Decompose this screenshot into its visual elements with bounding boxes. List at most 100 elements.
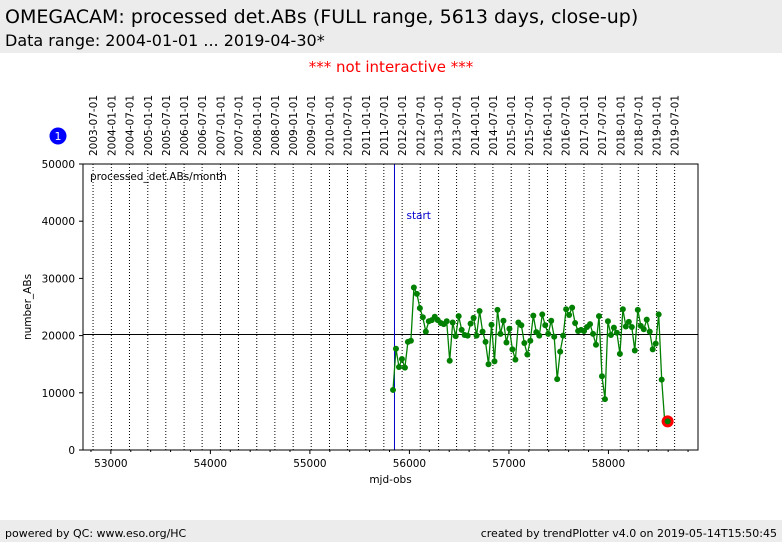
x-tick-label: 53000 [94,458,127,470]
data-point [395,364,402,371]
data-point [655,311,662,318]
date-tick-label: 2011-01-01 [361,95,373,156]
data-point [407,337,414,344]
data-point [521,340,528,347]
data-point [422,328,429,335]
data-point [569,304,576,311]
date-tick-label: 2004-07-01 [124,95,136,156]
date-tick-label: 2006-01-01 [179,95,191,156]
date-tick-label: 2010-01-01 [324,95,336,156]
footer-created-by: created by trendPlotter v4.0 on 2019-05-… [480,527,777,540]
date-tick-label: 2014-01-01 [470,95,482,156]
data-point [455,313,462,320]
data-point [563,306,570,313]
not-interactive-notice: *** not interactive *** [308,58,474,76]
data-point [566,312,573,319]
data-point [554,376,561,383]
date-tick-label: 2016-07-01 [561,95,573,156]
data-point [473,332,480,339]
data-point [518,322,525,329]
data-point [658,376,665,383]
date-tick-label: 2005-07-01 [161,95,173,156]
data-point [616,350,623,357]
highlight-point-center [664,418,671,425]
date-tick-label: 2006-07-01 [197,95,209,156]
data-point [449,319,456,326]
data-point [557,348,564,355]
date-tick-label: 2007-01-01 [215,95,227,156]
data-point [479,328,486,335]
data-point [494,306,501,313]
y-tick-label: 40000 [42,216,75,228]
data-point [545,330,552,337]
date-tick-label: 2014-07-01 [488,95,500,156]
date-tick-label: 2011-07-01 [379,95,391,156]
data-point [416,305,423,312]
data-point [613,329,620,336]
data-point [548,317,555,324]
data-point [607,332,614,339]
x-tick-label: 54000 [194,458,227,470]
start-label: start [406,210,430,222]
date-tick-label: 2003-07-01 [88,95,100,156]
y-tick-label: 30000 [42,273,75,285]
data-point [572,320,579,327]
data-point [542,322,549,329]
date-tick-label: 2007-07-01 [233,95,245,156]
date-tick-label: 2018-07-01 [633,95,645,156]
data-point [601,396,608,403]
y-tick-label: 0 [68,445,75,457]
data-point [512,356,519,363]
data-point [470,314,477,321]
data-point [530,312,537,319]
data-point [488,321,495,328]
data-point [628,324,635,331]
data-point [527,337,534,344]
footer-powered-by: powered by QC: www.eso.org/HC [5,527,187,540]
data-point [590,330,597,337]
data-point [551,333,558,340]
data-point [506,325,513,332]
data-point [652,340,659,347]
date-tick-label: 2019-01-01 [652,95,664,156]
x-tick-label: 58000 [592,458,625,470]
date-tick-label: 2017-07-01 [597,95,609,156]
data-point [413,290,420,297]
x-tick-label: 57000 [492,458,525,470]
data-point [640,326,647,333]
footer-bar: powered by QC: www.eso.org/HC created by… [0,520,782,542]
x-tick-label: 55000 [293,458,326,470]
data-point [398,356,405,363]
data-point [482,338,489,345]
date-tick-label: 2009-07-01 [306,95,318,156]
data-point [560,332,567,339]
data-point [419,314,426,321]
data-point [503,339,510,346]
plot-frame [82,163,699,451]
y-tick-label: 20000 [42,331,75,343]
data-point [452,333,459,340]
date-tick-label: 2016-01-01 [543,95,555,156]
data-point [619,306,626,313]
legend-label: processed_det.ABs/month [90,171,227,183]
data-point [592,341,599,348]
date-tick-label: 2005-01-01 [143,95,155,156]
data-point [476,308,483,315]
date-tick-label: 2015-01-01 [506,95,518,156]
date-tick-label: 2012-01-01 [397,95,409,156]
data-point [491,358,498,365]
data-point [524,351,531,358]
data-point [634,306,641,313]
data-point [458,326,465,333]
date-tick-label: 2018-01-01 [615,95,627,156]
badge-number: 1 [55,130,62,143]
data-point [446,357,453,364]
data-point [598,373,605,380]
data-point [500,317,507,324]
date-tick-label: 2008-01-01 [252,95,264,156]
x-tick-label: 56000 [393,458,426,470]
badge-circle [49,127,67,145]
data-point [410,284,417,291]
data-point [625,318,632,325]
